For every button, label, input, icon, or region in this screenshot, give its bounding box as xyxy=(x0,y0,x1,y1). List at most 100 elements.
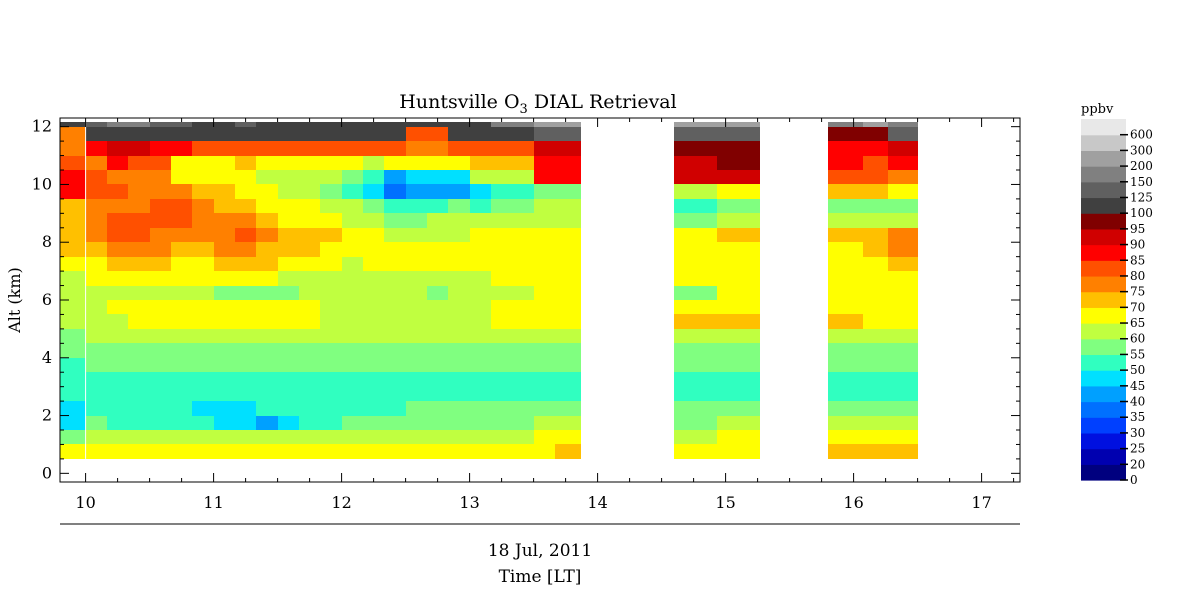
heatmap-cell xyxy=(128,314,150,329)
date-label: 18 Jul, 2011 xyxy=(488,541,592,561)
heatmap-cell xyxy=(235,372,256,387)
y-axis-label: Alt (km) xyxy=(5,267,24,334)
heatmap-cell xyxy=(150,127,171,141)
heatmap-cell xyxy=(86,170,107,184)
heatmap-cell xyxy=(256,141,278,156)
heatmap-cell xyxy=(235,343,256,358)
heatmap-cell xyxy=(674,242,717,257)
heatmap-cell xyxy=(320,199,342,213)
heatmap-cell xyxy=(214,300,235,314)
heatmap-cell xyxy=(192,444,214,459)
heatmap-cell xyxy=(128,343,150,358)
heatmap-cell xyxy=(863,184,888,199)
heatmap-cell xyxy=(320,170,342,184)
heatmap-cell xyxy=(214,343,235,358)
heatmap-cell xyxy=(470,401,491,416)
heatmap-cell xyxy=(427,314,448,329)
heatmap-cell xyxy=(192,416,214,430)
colorbar-swatch xyxy=(1081,370,1126,387)
heatmap-cell xyxy=(888,300,918,314)
heatmap-cell xyxy=(235,127,256,141)
heatmap-cell xyxy=(406,242,427,257)
heatmap-cell xyxy=(717,127,760,141)
heatmap-cell xyxy=(192,156,214,170)
heatmap-cell xyxy=(512,242,534,257)
heatmap-cell xyxy=(448,300,470,314)
heatmap-cell xyxy=(888,257,918,271)
heatmap-cell xyxy=(555,122,581,127)
heatmap-cell xyxy=(342,156,363,170)
heatmap-cell xyxy=(470,271,491,286)
heatmap-cell xyxy=(384,184,406,199)
heatmap-cell xyxy=(299,430,320,444)
heatmap-cell xyxy=(828,387,863,401)
heatmap-cell xyxy=(192,271,214,286)
heatmap-cell xyxy=(448,156,470,170)
heatmap-cell xyxy=(363,257,384,271)
heatmap-cell xyxy=(363,170,384,184)
heatmap-cell xyxy=(342,372,363,387)
heatmap-cell xyxy=(86,358,107,372)
heatmap-cell xyxy=(256,170,278,184)
heatmap-cell xyxy=(828,228,863,242)
heatmap-cell xyxy=(278,372,299,387)
heatmap-cell xyxy=(863,430,888,444)
heatmap-cell xyxy=(299,199,320,213)
colorbar-label: 300 xyxy=(1130,143,1153,157)
heatmap-cell xyxy=(363,401,384,416)
heatmap-cell xyxy=(717,156,760,170)
heatmap-cell xyxy=(278,122,299,127)
heatmap-cell xyxy=(128,156,150,170)
heatmap-cell xyxy=(214,170,235,184)
heatmap-cell xyxy=(128,401,150,416)
heatmap-cell xyxy=(299,329,320,343)
heatmap-cell xyxy=(512,358,534,372)
heatmap-cell xyxy=(512,141,534,156)
heatmap-cell xyxy=(470,300,491,314)
heatmap-cell xyxy=(863,343,888,358)
heatmap-cell xyxy=(86,286,107,300)
heatmap-cell xyxy=(384,358,406,372)
heatmap-cell xyxy=(674,228,717,242)
heatmap-cell xyxy=(888,271,918,286)
heatmap-cell xyxy=(320,286,342,300)
heatmap-cell xyxy=(427,271,448,286)
heatmap-cell xyxy=(86,416,107,430)
heatmap-cell xyxy=(828,372,863,387)
colorbar-swatch xyxy=(1081,338,1126,356)
heatmap-cell xyxy=(363,271,384,286)
heatmap-cell xyxy=(863,358,888,372)
heatmap-cell xyxy=(278,228,299,242)
heatmap-cell xyxy=(171,416,192,430)
heatmap-cell xyxy=(674,372,717,387)
heatmap-cell xyxy=(674,343,717,358)
heatmap-cell xyxy=(717,300,760,314)
colorbar-swatch xyxy=(1081,323,1126,340)
heatmap-cell xyxy=(86,401,107,416)
heatmap-cell xyxy=(427,122,448,127)
colorbar-label: 65 xyxy=(1130,316,1145,330)
heatmap-cell xyxy=(192,184,214,199)
heatmap-cell xyxy=(214,127,235,141)
heatmap-cell xyxy=(427,213,448,228)
heatmap-cell xyxy=(448,257,470,271)
heatmap-cell xyxy=(470,257,491,271)
colorbar-label: 75 xyxy=(1130,285,1145,299)
colorbar-label: 80 xyxy=(1130,269,1145,283)
heatmap-cell xyxy=(256,343,278,358)
heatmap-cell xyxy=(863,271,888,286)
heatmap-cell xyxy=(470,416,491,430)
heatmap-cell xyxy=(555,300,581,314)
heatmap-cell xyxy=(86,257,107,271)
heatmap-cell xyxy=(491,213,512,228)
heatmap-cell xyxy=(534,358,555,372)
heatmap-cell xyxy=(717,343,760,358)
heatmap-cell xyxy=(717,416,760,430)
heatmap-cell xyxy=(491,430,512,444)
colorbar-label: 90 xyxy=(1130,238,1145,252)
heatmap-cell xyxy=(128,430,150,444)
heatmap-cell xyxy=(674,300,717,314)
heatmap-cell xyxy=(342,127,363,141)
heatmap-cell xyxy=(171,199,192,213)
heatmap-cell xyxy=(128,444,150,459)
